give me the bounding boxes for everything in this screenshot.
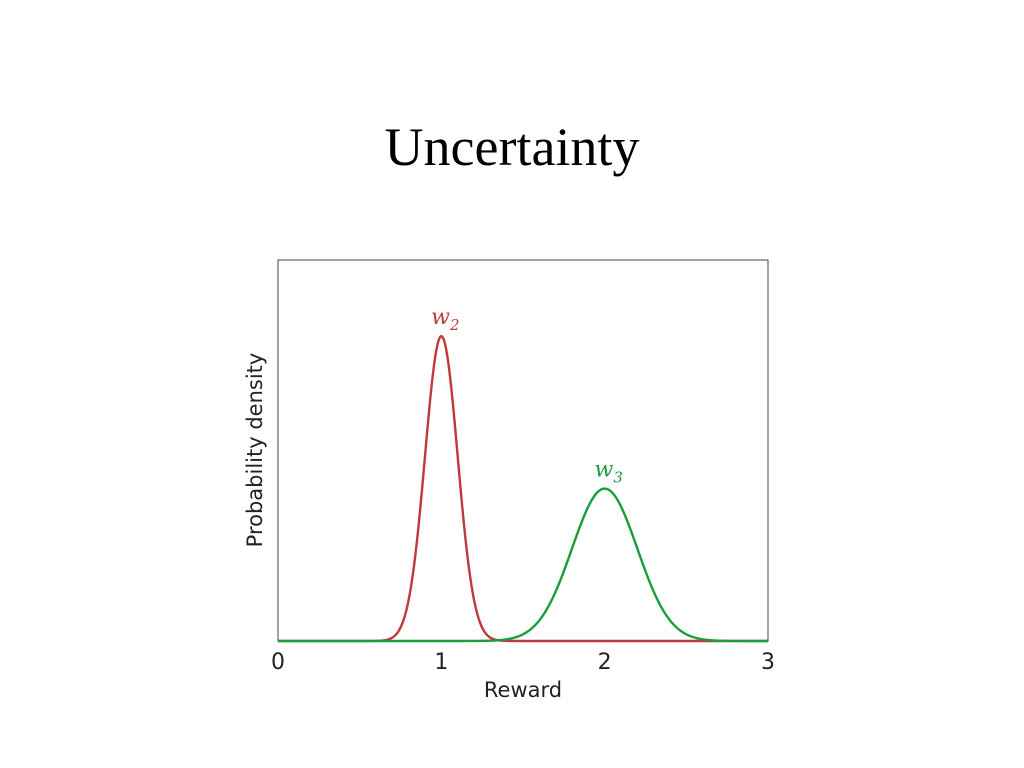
y-axis-label: Probability density — [243, 353, 267, 548]
x-axis-label: Reward — [484, 678, 562, 702]
x-axis-ticks: 0 1 2 3 — [271, 650, 775, 675]
x-tick-label: 2 — [598, 650, 612, 675]
x-tick-label: 3 — [761, 650, 775, 675]
series-w3-curve — [278, 487, 768, 643]
x-tick-label: 1 — [434, 650, 448, 675]
slide-title: Uncertainty — [384, 117, 640, 177]
x-tick-label: 0 — [271, 650, 285, 675]
series-label-w2: w2 — [431, 305, 459, 334]
series-w2-curve — [278, 334, 768, 643]
plot-frame — [277, 259, 769, 642]
series-label-w3: w3 — [594, 458, 622, 487]
curves-group — [278, 334, 768, 643]
curve-labels-group: w2 w3 — [431, 305, 623, 486]
